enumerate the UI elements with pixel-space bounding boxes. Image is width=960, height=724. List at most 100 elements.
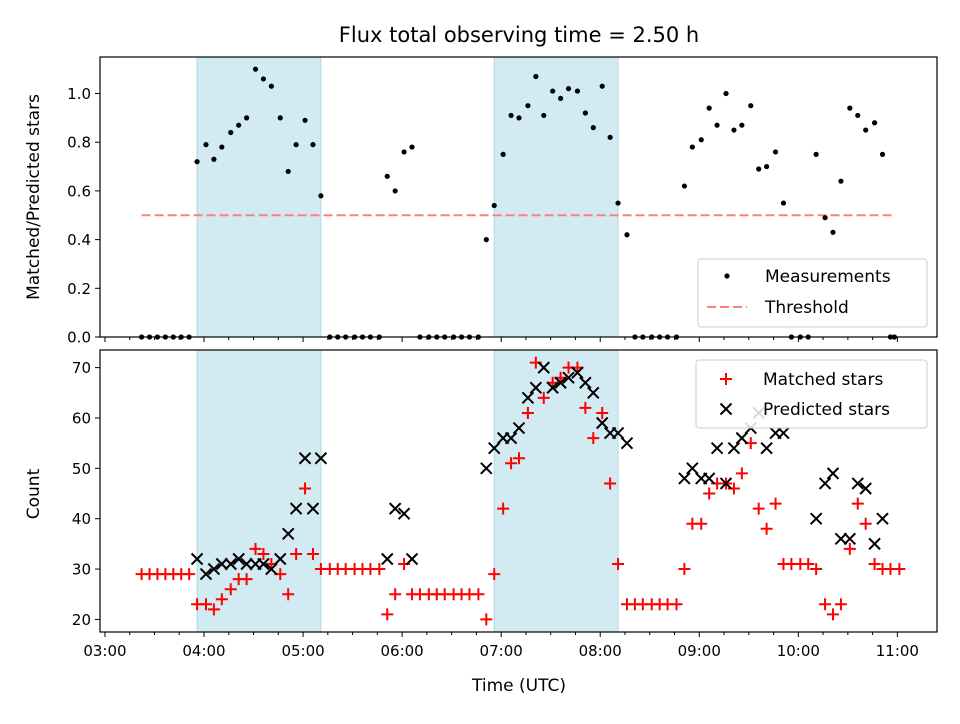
data-point — [879, 151, 886, 157]
data-point — [739, 122, 745, 128]
data-point — [512, 421, 526, 435]
data-point — [830, 229, 836, 235]
data-point — [265, 562, 278, 576]
x-axis-label: Time (UTC) — [471, 676, 566, 696]
data-point — [868, 558, 881, 571]
data-point — [851, 477, 864, 490]
data-point — [557, 95, 564, 101]
data-point — [521, 391, 535, 405]
data-point — [525, 103, 531, 109]
data-point — [388, 502, 402, 515]
data-point — [607, 134, 613, 140]
data-point — [199, 598, 212, 611]
data-point — [624, 232, 630, 238]
data-point — [826, 467, 840, 480]
data-point — [611, 426, 625, 440]
series-predicted-stars — [190, 361, 889, 581]
data-point — [689, 144, 695, 150]
data-point — [813, 151, 819, 157]
x-tick-label: 10:00 — [777, 642, 820, 660]
data-point — [243, 115, 250, 121]
bottom-y-axis-label: Count — [24, 468, 44, 519]
data-point — [859, 482, 872, 495]
data-point — [571, 366, 584, 379]
data-point — [215, 593, 228, 606]
data-point — [735, 431, 749, 445]
data-point — [819, 598, 832, 611]
data-point — [546, 381, 559, 394]
data-point — [381, 608, 394, 621]
legend-label: Matched stars — [763, 370, 883, 390]
data-point — [562, 371, 575, 384]
data-point — [590, 125, 596, 131]
shaded-interval — [196, 349, 322, 633]
data-point — [579, 401, 592, 414]
data-point — [868, 537, 881, 551]
data-point — [818, 477, 832, 490]
data-point — [318, 193, 324, 199]
data-point — [293, 142, 299, 148]
data-point — [392, 188, 398, 194]
data-point — [893, 563, 906, 576]
data-point — [695, 517, 708, 530]
data-point — [670, 598, 683, 611]
y-tick-label: 0.6 — [67, 182, 91, 200]
data-point — [500, 151, 506, 157]
data-point — [810, 563, 823, 576]
data-point — [719, 477, 733, 490]
data-point — [851, 497, 864, 510]
data-point — [723, 90, 729, 97]
legend-label: Measurements — [765, 267, 891, 287]
y-tick-label: 40 — [72, 510, 91, 528]
data-point — [281, 527, 295, 541]
data-point — [533, 73, 539, 80]
data-point — [207, 562, 221, 576]
axes-frame — [99, 349, 938, 633]
y-tick-label: 20 — [72, 611, 91, 629]
data-point — [282, 588, 295, 601]
data-point — [224, 583, 237, 596]
data-point — [224, 557, 237, 571]
data-point — [249, 542, 262, 555]
data-point — [681, 183, 688, 189]
y-tick-label: 30 — [72, 561, 91, 579]
data-point — [405, 552, 419, 566]
data-point — [706, 105, 712, 111]
legend: Matched stars Predicted stars — [695, 359, 928, 429]
data-point — [686, 462, 699, 475]
data-point — [760, 441, 773, 455]
data-point — [274, 552, 287, 566]
data-point — [497, 502, 510, 515]
data-point — [199, 567, 213, 581]
data-point — [257, 547, 270, 560]
data-point — [579, 376, 592, 389]
x-tick-label: 06:00 — [380, 642, 423, 660]
data-point — [183, 568, 196, 581]
x-tick-label: 04:00 — [182, 642, 225, 660]
data-point — [257, 557, 270, 571]
data-point — [834, 532, 848, 546]
data-point — [310, 142, 316, 148]
data-point — [260, 76, 267, 82]
data-point — [211, 156, 217, 162]
data-point — [838, 178, 844, 184]
data-point — [409, 144, 415, 150]
data-point — [871, 120, 878, 126]
data-point — [756, 166, 762, 172]
data-point — [537, 391, 550, 404]
data-point — [710, 441, 724, 455]
y-tick-label: 1.0 — [67, 85, 91, 103]
data-point — [488, 441, 501, 455]
data-point — [780, 200, 787, 206]
data-point — [714, 122, 720, 128]
data-point — [306, 547, 319, 560]
data-point — [604, 477, 617, 490]
data-point — [843, 542, 856, 555]
data-point — [480, 462, 493, 475]
data-point — [290, 547, 303, 560]
data-point — [285, 168, 291, 175]
data-point — [306, 502, 320, 515]
data-point — [876, 512, 889, 525]
data-point — [731, 127, 737, 133]
data-point — [302, 117, 308, 123]
